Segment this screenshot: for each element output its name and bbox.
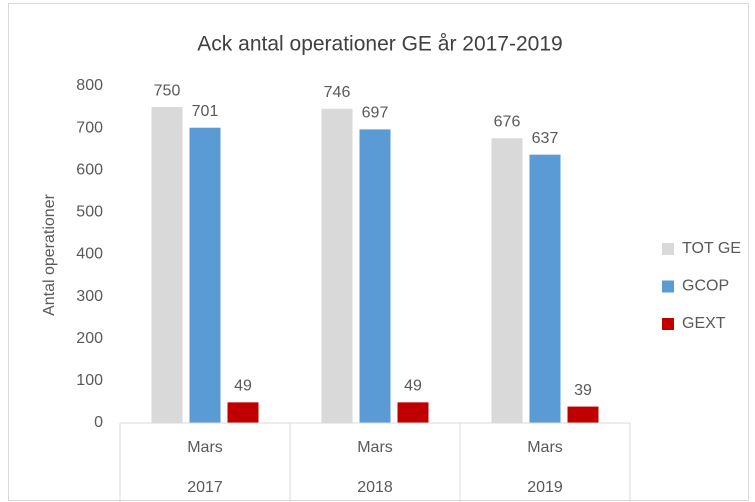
legend-label: GEXT (682, 315, 726, 332)
x-group-label: 2017 (187, 479, 223, 496)
data-label: 49 (404, 378, 422, 395)
data-label: 39 (574, 382, 592, 399)
data-label: 49 (234, 378, 252, 395)
legend-label: GCOP (682, 278, 729, 295)
x-tick-label: Mars (527, 439, 563, 456)
y-tick-label: 100 (76, 372, 103, 389)
data-label: 697 (362, 105, 389, 122)
x-group-label: 2019 (527, 479, 563, 496)
bar (529, 154, 561, 423)
legend-swatch (662, 243, 674, 255)
y-tick-label: 600 (76, 161, 103, 178)
bar (321, 108, 353, 423)
data-label: 637 (532, 130, 559, 147)
bar (189, 127, 221, 424)
y-tick-label: 200 (76, 330, 103, 347)
legend-swatch (662, 318, 674, 330)
y-tick-label: 0 (94, 414, 103, 431)
y-tick-label: 500 (76, 204, 103, 221)
bar (567, 406, 599, 423)
data-label: 750 (154, 82, 181, 99)
chart-title: Ack antal operationer GE år 2017-2019 (197, 33, 562, 56)
bar (397, 402, 429, 423)
chart-border (8, 3, 749, 501)
data-label: 676 (494, 113, 521, 130)
y-axis-label: Antal operationer (41, 193, 58, 316)
bar (359, 129, 391, 424)
y-tick-label: 700 (76, 119, 103, 136)
bar (227, 402, 259, 423)
y-tick-label: 300 (76, 288, 103, 305)
y-tick-label: 800 (76, 77, 103, 94)
bar (151, 107, 183, 423)
x-tick-label: Mars (357, 439, 393, 456)
x-tick-label: Mars (187, 439, 223, 456)
x-group-label: 2018 (357, 479, 393, 496)
legend-swatch (662, 280, 674, 293)
data-label: 746 (324, 84, 351, 101)
bar (491, 138, 523, 424)
data-label: 701 (192, 103, 219, 120)
y-tick-label: 400 (76, 246, 103, 263)
legend-label: TOT GE (682, 240, 741, 257)
